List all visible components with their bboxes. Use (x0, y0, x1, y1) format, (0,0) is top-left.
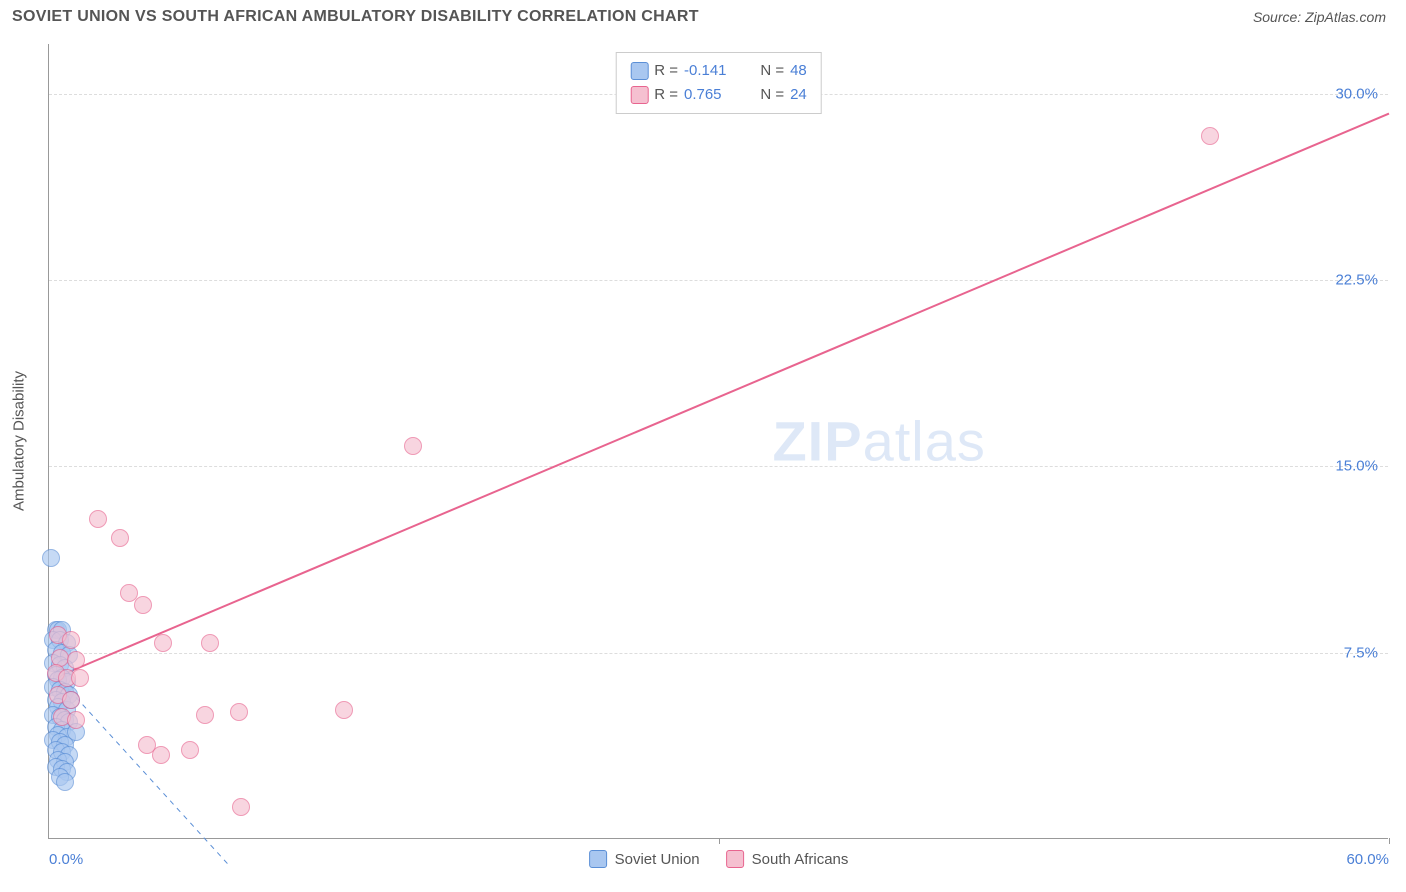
data-point (62, 631, 80, 649)
legend-n-value: 24 (790, 83, 807, 107)
chart-container: Ambulatory Disability 7.5%15.0%22.5%30.0… (48, 44, 1388, 839)
data-point (335, 701, 353, 719)
legend-swatch (589, 850, 607, 868)
data-point (404, 437, 422, 455)
data-point (154, 634, 172, 652)
series-legend-label: Soviet Union (615, 851, 700, 868)
series-legend: Soviet Union South Africans (589, 850, 849, 868)
legend-r-label: R = (654, 83, 678, 107)
data-point (42, 549, 60, 567)
x-tick-label: 60.0% (1346, 851, 1389, 868)
legend-n-label: N = (760, 59, 784, 83)
data-point (111, 529, 129, 547)
data-point (67, 651, 85, 669)
legend-n-label: N = (760, 83, 784, 107)
data-point (232, 798, 250, 816)
legend-r-value: 0.765 (684, 83, 740, 107)
regression-line (56, 114, 1389, 678)
legend-n-value: 48 (790, 59, 807, 83)
chart-title: SOVIET UNION VS SOUTH AFRICAN AMBULATORY… (12, 8, 699, 26)
plot-area: 7.5%15.0%22.5%30.0%0.0%60.0% (49, 44, 1388, 838)
legend-swatch (630, 62, 648, 80)
data-point (56, 773, 74, 791)
data-point (181, 741, 199, 759)
x-tick (1389, 838, 1390, 844)
data-point (230, 703, 248, 721)
data-point (71, 669, 89, 687)
data-point (138, 736, 156, 754)
regression-overlay (49, 44, 1389, 839)
legend-r-value: -0.141 (684, 59, 740, 83)
data-point (196, 706, 214, 724)
legend-swatch (630, 86, 648, 104)
data-point (134, 596, 152, 614)
series-legend-item: South Africans (726, 850, 849, 868)
legend-r-label: R = (654, 59, 678, 83)
legend-row: R = 0.765 N = 24 (630, 83, 807, 107)
series-legend-label: South Africans (752, 851, 849, 868)
data-point (62, 691, 80, 709)
legend-swatch (726, 850, 744, 868)
legend-row: R = -0.141 N = 48 (630, 59, 807, 83)
correlation-legend: R = -0.141 N = 48R = 0.765 N = 24 (615, 52, 822, 114)
data-point (1201, 127, 1219, 145)
series-legend-item: Soviet Union (589, 850, 700, 868)
data-point (67, 711, 85, 729)
source-label: Source: ZipAtlas.com (1253, 9, 1386, 25)
y-axis-title: Ambulatory Disability (11, 371, 28, 511)
x-tick-label: 0.0% (49, 851, 83, 868)
data-point (89, 510, 107, 528)
data-point (201, 634, 219, 652)
regression-line (56, 675, 228, 864)
